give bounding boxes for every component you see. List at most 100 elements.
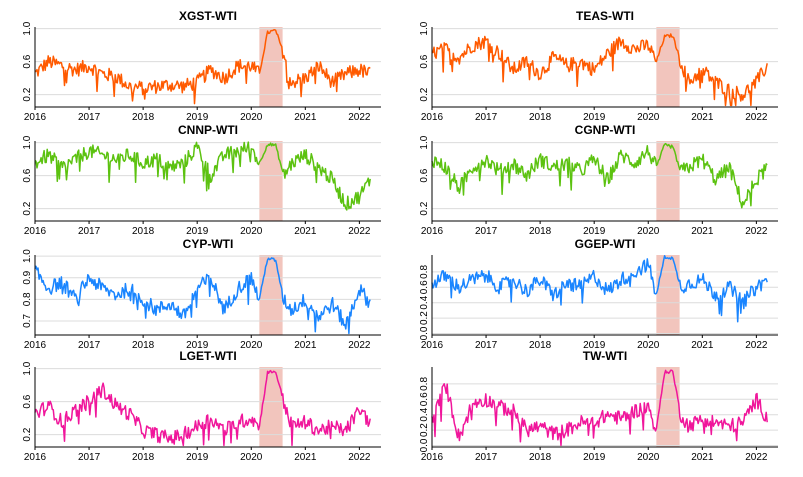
x-tick-label: 2022 [348, 226, 371, 237]
y-tick-label: 0.2 [22, 201, 33, 215]
panel-cyp-wti: 0.7 0.8 0.9 1.0 2016 2017 2018 2019 2020 2021 2022… [22, 237, 381, 351]
x-tick-label: 2016 [24, 226, 47, 237]
y-tick-label: 0.2 [22, 87, 33, 101]
y-tick-label: 0.2 [22, 427, 33, 441]
y-tick-label: 0.6 [419, 54, 430, 68]
x-tick-label: 2022 [745, 340, 768, 351]
series-line [34, 369, 371, 447]
x-tick-label: 2018 [529, 226, 552, 237]
series-line [34, 141, 371, 211]
y-tick-label: 0.6 [22, 168, 33, 182]
y-tick-label: 1.0 [22, 135, 33, 149]
y-tick-label: 0.8 [419, 265, 430, 279]
x-tick-label: 2020 [637, 112, 660, 123]
x-tick-label: 2022 [348, 452, 371, 463]
y-tick-label: 0.2 [419, 201, 430, 215]
x-tick-label: 2018 [132, 226, 155, 237]
panel-title: GGEP-WTI [575, 237, 636, 251]
x-tick-label: 2017 [475, 112, 498, 123]
x-tick-label: 2020 [637, 452, 660, 463]
x-tick-label: 2021 [691, 226, 714, 237]
x-tick-label: 2019 [186, 340, 209, 351]
y-tick-label: 0.4 [419, 407, 430, 421]
y-tick-label: 0.8 [22, 292, 33, 306]
x-tick-label: 2019 [186, 452, 209, 463]
x-tick-label: 2021 [294, 226, 317, 237]
panel-title: CGNP-WTI [575, 123, 636, 137]
x-tick-label: 2019 [186, 226, 209, 237]
y-tick-label: 1.0 [22, 21, 33, 35]
panel-teas-wti: 0.2 0.6 1.0 2016 2017 2018 2019 2020 2021 2022 TEA… [419, 9, 778, 123]
x-tick-label: 2017 [475, 452, 498, 463]
x-tick-label: 2016 [421, 226, 444, 237]
x-tick-label: 2020 [637, 340, 660, 351]
x-tick-label: 2021 [294, 452, 317, 463]
y-tick-label: 0.7 [22, 314, 33, 328]
y-tick-label: 0.2 [419, 311, 430, 325]
panel-ggep-wti: 0.00.2 0.40.60.8 2016 2017 2018 2019 2020 2021 2… [419, 237, 778, 351]
x-tick-label: 2021 [294, 340, 317, 351]
x-tick-label: 2021 [691, 340, 714, 351]
series-line [431, 33, 768, 107]
x-tick-label: 2017 [78, 340, 101, 351]
panel-title: XGST-WTI [179, 9, 237, 23]
x-tick-label: 2017 [475, 340, 498, 351]
y-tick-label: 1.0 [22, 361, 33, 375]
x-tick-label: 2020 [240, 112, 263, 123]
y-tick-label: 0.0 [419, 326, 430, 340]
y-tick-label: 1.0 [22, 249, 33, 263]
y-tick-label: 1.0 [419, 135, 430, 149]
y-tick-label: 0.8 [419, 377, 430, 391]
x-tick-label: 2019 [583, 226, 606, 237]
y-tick-label: 0.6 [22, 394, 33, 408]
shaded-period [656, 255, 680, 335]
x-tick-label: 2020 [240, 226, 263, 237]
panel-title: TW-WTI [583, 349, 627, 363]
shaded-period [656, 141, 680, 221]
x-tick-label: 2018 [132, 340, 155, 351]
x-tick-label: 2018 [529, 340, 552, 351]
y-tick-label: 0.9 [22, 270, 33, 284]
shaded-period [259, 255, 283, 335]
x-tick-label: 2022 [348, 340, 371, 351]
x-tick-label: 2020 [240, 452, 263, 463]
x-tick-label: 2016 [421, 112, 444, 123]
x-tick-label: 2017 [475, 226, 498, 237]
y-tick-label: 1.0 [419, 21, 430, 35]
series-line [34, 28, 371, 105]
y-tick-label: 0.6 [419, 168, 430, 182]
series-line [431, 255, 768, 323]
panel-title: LGET-WTI [179, 349, 236, 363]
x-tick-label: 2016 [24, 452, 47, 463]
x-tick-label: 2020 [240, 340, 263, 351]
panel-lget-wti: 0.2 0.6 1.0 2016 2017 2018 2019 2020 2021 2022 LGE… [22, 349, 381, 463]
x-tick-label: 2017 [78, 452, 101, 463]
x-tick-label: 2016 [421, 340, 444, 351]
y-tick-label: 0.2 [419, 423, 430, 437]
panel-title: TEAS-WTI [576, 9, 634, 23]
panel-xgst-wti: 0.2 0.6 1.0 2016 2017 2018 2019 2020 2021 2022 XGS… [22, 9, 381, 123]
shaded-period [259, 141, 283, 221]
x-tick-label: 2022 [745, 226, 768, 237]
x-tick-label: 2018 [529, 112, 552, 123]
panel-title: CYP-WTI [183, 237, 234, 251]
x-tick-label: 2018 [132, 112, 155, 123]
x-tick-label: 2021 [294, 112, 317, 123]
x-tick-label: 2017 [78, 112, 101, 123]
x-tick-label: 2019 [186, 112, 209, 123]
x-tick-label: 2016 [24, 112, 47, 123]
x-tick-label: 2021 [691, 112, 714, 123]
y-tick-label: 0.6 [419, 280, 430, 294]
y-tick-label: 0.6 [22, 54, 33, 68]
series-line [34, 257, 371, 335]
panel-title: CNNP-WTI [178, 123, 238, 137]
x-tick-label: 2018 [529, 452, 552, 463]
y-tick-label: 0.0 [419, 438, 430, 452]
x-tick-label: 2019 [583, 452, 606, 463]
x-tick-label: 2019 [583, 340, 606, 351]
x-tick-label: 2020 [637, 226, 660, 237]
x-tick-label: 2019 [583, 112, 606, 123]
x-tick-label: 2016 [421, 452, 444, 463]
shaded-period [656, 27, 680, 107]
